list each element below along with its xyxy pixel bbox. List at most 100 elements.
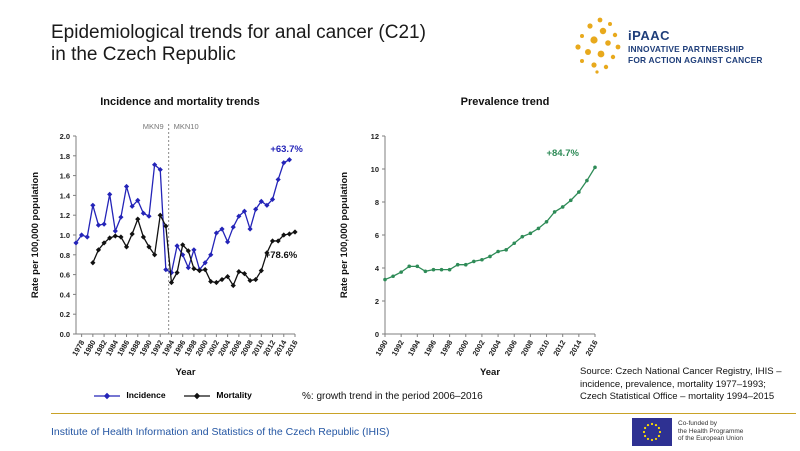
logo-dot	[603, 64, 609, 70]
growth-note: %: growth trend in the period 2006–2016	[302, 391, 483, 402]
data-point-mortality	[236, 269, 242, 275]
data-point-incidence	[163, 267, 169, 273]
y-tick-label: 0.6	[60, 271, 70, 280]
logo-dot	[580, 59, 584, 63]
logo-dot	[605, 40, 611, 46]
x-tick-label: 1996	[422, 339, 438, 358]
data-point-incidence	[185, 265, 191, 271]
data-point-incidence	[95, 222, 102, 228]
footer-text: Institute of Health Information and Stat…	[51, 426, 390, 438]
data-point-prevalence	[383, 277, 387, 282]
data-point-mortality	[196, 268, 203, 274]
data-point-incidence	[168, 270, 175, 276]
y-tick-label: 0.2	[60, 310, 70, 319]
legend-mortality-line-icon	[184, 392, 210, 399]
data-point-incidence	[213, 230, 219, 236]
data-point-mortality	[157, 212, 163, 218]
x-tick-label: 1990	[374, 339, 390, 358]
x-tick-label: 2006	[503, 339, 519, 358]
ipaac-logo: iPAAC INNOVATIVE PARTNERSHIP FOR ACTION …	[570, 14, 795, 76]
y-tick-label: 6	[375, 231, 379, 240]
data-point-prevalence	[480, 257, 484, 262]
data-point-mortality	[107, 235, 113, 241]
y-tick-label: 1.2	[60, 211, 70, 220]
data-point-incidence	[101, 221, 107, 227]
eu-star	[650, 422, 654, 426]
data-point-prevalence	[577, 190, 581, 194]
source-text: Source: Czech National Cancer Registry, …	[580, 366, 795, 404]
eu-star	[642, 430, 646, 434]
logo-dot	[590, 36, 598, 44]
data-point-prevalence	[463, 262, 468, 267]
data-point-incidence	[107, 191, 113, 198]
incidence-mortality-chart: 0.00.20.40.60.81.01.21.41.61.82.01978198…	[30, 122, 303, 378]
y-tick-label: 2.0	[60, 132, 70, 141]
data-point-mortality	[90, 260, 96, 266]
data-point-prevalence	[472, 259, 476, 264]
y-tick-label: 4	[375, 264, 380, 273]
data-point-prevalence	[560, 205, 565, 209]
data-point-prevalence	[504, 248, 508, 252]
y-tick-label: 0.8	[60, 251, 70, 260]
eu-star	[643, 426, 647, 430]
data-point-mortality	[112, 233, 118, 239]
data-point-mortality	[191, 266, 197, 272]
y-axis-title: Rate per 100,000 population	[339, 172, 350, 298]
data-point-mortality	[135, 216, 141, 222]
data-point-incidence	[247, 226, 253, 232]
logo-dot	[597, 17, 603, 23]
data-point-mortality	[286, 231, 292, 237]
data-point-mortality	[95, 247, 102, 253]
logo-dot	[585, 49, 591, 55]
legend-mortality-label: Mortality	[216, 390, 252, 400]
data-point-incidence	[253, 206, 259, 212]
data-point-prevalence	[552, 210, 557, 214]
eu-star	[646, 423, 650, 427]
data-point-incidence	[275, 176, 281, 183]
data-point-incidence	[241, 208, 248, 214]
data-point-prevalence	[585, 178, 589, 183]
y-tick-label: 1.0	[60, 231, 70, 240]
data-point-mortality	[269, 238, 276, 244]
data-point-mortality	[180, 242, 186, 248]
data-point-mortality	[230, 282, 236, 289]
data-point-prevalence	[431, 267, 436, 272]
y-tick-label: 0.0	[60, 330, 70, 339]
x-tick-label: 2004	[487, 338, 504, 358]
data-point-mortality	[168, 279, 175, 286]
y-tick-label: 2	[375, 297, 379, 306]
eu-star	[657, 426, 661, 430]
logo-dot	[580, 34, 584, 38]
data-point-incidence	[79, 232, 85, 238]
legend-incidence-line-icon	[94, 392, 120, 399]
logo-dot	[612, 32, 618, 38]
x-tick-label: 2012	[551, 339, 567, 358]
source-line-2: incidence, prevalence, mortality 1977–19…	[580, 378, 766, 390]
data-point-mortality	[208, 278, 214, 285]
slide-title-line-2: in the Czech Republic	[51, 44, 236, 65]
data-point-mortality	[292, 229, 298, 235]
data-point-incidence	[225, 239, 231, 245]
data-point-mortality	[281, 232, 287, 238]
data-point-mortality	[202, 267, 208, 273]
data-point-mortality	[140, 234, 146, 240]
y-axis-title: Rate per 100,000 population	[30, 172, 41, 298]
eu-text-line-2: the Health Programme	[678, 427, 744, 435]
x-tick-label: 2016	[584, 339, 600, 358]
y-tick-label: 8	[375, 198, 379, 207]
logo-dot	[608, 22, 612, 26]
source-line-3: Czech Statistical Office – mortality 199…	[580, 391, 775, 402]
eu-text: Co-funded by the Health Programme of the…	[678, 420, 788, 443]
eu-text-line-3: of the European Union	[678, 435, 744, 442]
data-point-mortality	[185, 248, 191, 254]
x-tick-label: 2008	[519, 339, 535, 358]
data-point-mortality	[219, 276, 225, 283]
x-tick-label: 2000	[454, 339, 470, 358]
legend-incidence-label: Incidence	[126, 390, 166, 400]
footer-rule	[51, 413, 796, 414]
y-tick-label: 1.6	[60, 172, 70, 181]
data-point-incidence	[219, 226, 225, 232]
data-point-prevalence	[439, 267, 444, 272]
y-tick-label: 12	[371, 132, 379, 141]
